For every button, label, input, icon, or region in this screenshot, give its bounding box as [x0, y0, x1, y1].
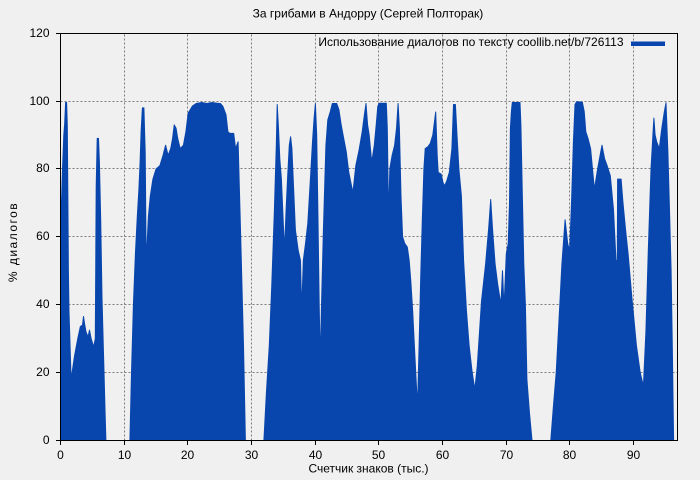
- svg-text:Счетчик знаков (тыс.): Счетчик знаков (тыс.): [308, 462, 428, 476]
- svg-text:20: 20: [181, 448, 195, 462]
- svg-text:20: 20: [36, 365, 50, 379]
- svg-text:10: 10: [118, 448, 132, 462]
- svg-text:30: 30: [245, 448, 259, 462]
- svg-text:80: 80: [36, 161, 50, 175]
- svg-text:40: 40: [309, 448, 323, 462]
- svg-text:% диалогов: % диалогов: [6, 202, 20, 282]
- svg-text:70: 70: [500, 448, 514, 462]
- svg-text:100: 100: [29, 94, 49, 108]
- svg-text:80: 80: [563, 448, 577, 462]
- svg-text:60: 60: [436, 448, 450, 462]
- svg-text:За грибами в Андорру (Сергей П: За грибами в Андорру (Сергей Полторак): [253, 7, 484, 21]
- svg-text:Использование диалогов по текс: Использование диалогов по тексту coollib…: [318, 35, 624, 49]
- svg-text:0: 0: [43, 433, 50, 447]
- svg-text:60: 60: [36, 229, 50, 243]
- svg-text:90: 90: [627, 448, 641, 462]
- svg-text:0: 0: [57, 448, 64, 462]
- svg-text:50: 50: [372, 448, 386, 462]
- svg-text:40: 40: [36, 297, 50, 311]
- svg-text:120: 120: [29, 26, 49, 40]
